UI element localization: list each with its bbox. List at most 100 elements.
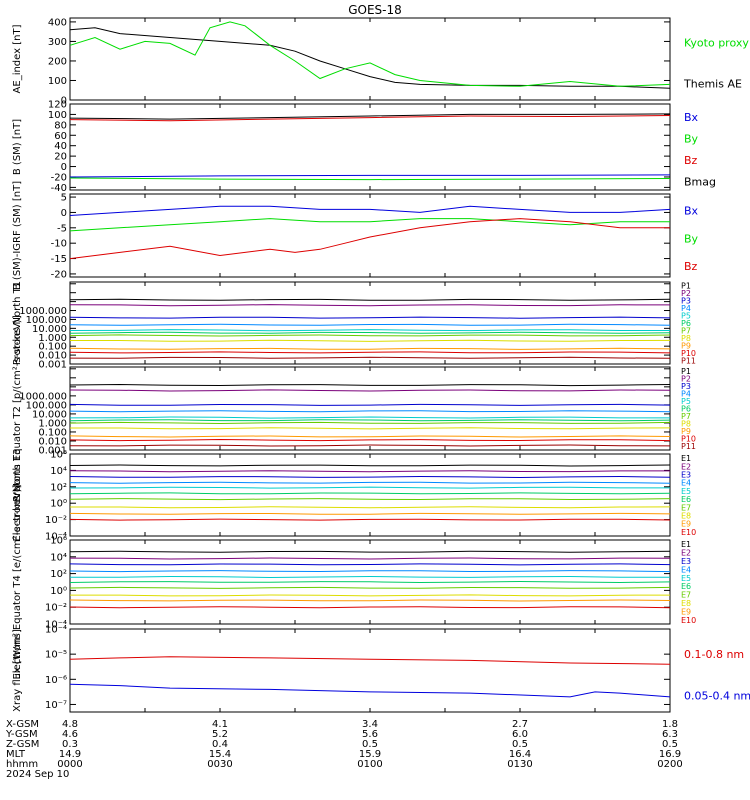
- y-tick-label: 0.010: [38, 351, 67, 362]
- y-tick-label: 300: [48, 37, 67, 48]
- legend-entry: E5: [681, 574, 691, 583]
- legend-entry: Bz: [684, 154, 698, 167]
- channel-line-E9: [69, 599, 671, 602]
- panel-pt2: 0.0010.0100.1001.00010.000100.0001000.00…: [12, 315, 696, 502]
- y-tick-label: 0: [61, 96, 67, 107]
- legend-entry: P8: [681, 334, 691, 343]
- legend-entry: P10: [681, 349, 696, 358]
- channel-line-P4: [69, 410, 671, 413]
- legend-entry: E5: [681, 487, 691, 496]
- legend-entry: E9: [681, 520, 691, 529]
- ephemeris-value: 6.3: [662, 729, 678, 740]
- channel-line-P10: [69, 351, 671, 354]
- legend-entry: P9: [681, 427, 691, 436]
- channel-line-E10: [69, 606, 671, 609]
- channel-line-P11: [69, 444, 671, 447]
- legend-entry: 0.05-0.4 nm: [684, 689, 750, 702]
- series-line-blue: [69, 205, 671, 216]
- y-tick-label: 10⁰: [50, 499, 67, 510]
- channel-line-E7: [69, 586, 671, 589]
- y-tick-label: 10⁻⁴: [45, 625, 67, 636]
- ephemeris-value: 4.6: [62, 729, 78, 740]
- y-tick-label: 10⁻⁷: [45, 700, 67, 711]
- legend-entry: E4: [681, 565, 691, 574]
- ephemeris-label: hhmm: [6, 759, 38, 770]
- legend-entry: E3: [681, 471, 691, 480]
- ephemeris-value: 16.4: [509, 749, 531, 760]
- legend-entry: P4: [681, 389, 691, 398]
- ephemeris-value: 0200: [657, 759, 682, 770]
- y-tick-label: 1000.000: [19, 391, 67, 402]
- y-tick-label: 40: [54, 141, 67, 152]
- legend-entry: Bz: [684, 260, 698, 273]
- ephemeris-value: 0130: [507, 759, 532, 770]
- channel-line-E8: [70, 594, 671, 597]
- y-tick-label: 1.000: [38, 333, 67, 344]
- y-tick-label: 10.000: [32, 409, 67, 420]
- series-line-red: [69, 115, 671, 122]
- y-tick-label: 10.000: [32, 324, 67, 335]
- series-line-red: [69, 218, 670, 260]
- series-line-black: [69, 113, 671, 120]
- legend-entry: Bx: [684, 205, 699, 218]
- series-line-black: [69, 27, 671, 89]
- series-line-green: [69, 21, 671, 87]
- y-tick-label: 120: [48, 100, 67, 111]
- legend-entry: By: [684, 232, 699, 245]
- channel-line-E1: [69, 550, 671, 553]
- ephemeris-value: 4.8: [62, 719, 78, 730]
- y-tick-label: 5: [61, 193, 67, 204]
- y-tick-label: 10⁻⁵: [45, 650, 67, 661]
- panel-xray: 10⁻⁷ 10⁻⁶ 10⁻⁵ 10⁻⁴ Xray flux [W/m²] 0.1-0.8 …: [12, 625, 750, 713]
- legend-entry: E6: [681, 582, 691, 591]
- ephemeris-value: 4.1: [212, 719, 228, 730]
- legend-entry: P5: [681, 312, 691, 321]
- legend-entry: P7: [681, 326, 691, 335]
- legend-entry: P10: [681, 435, 696, 444]
- channel-line-P4: [69, 323, 671, 326]
- y-tick-label: -20: [51, 172, 67, 183]
- ephemeris-value: 15.9: [359, 749, 381, 760]
- y-tick-label: 1000.000: [19, 306, 67, 317]
- legend-entry: 0.1-0.8 nm: [684, 648, 744, 661]
- y-tick-label: -15: [51, 254, 67, 265]
- channel-line-P3: [69, 403, 671, 406]
- y-axis-label: AE_index [nT]: [12, 24, 23, 93]
- legend-entry: P1: [681, 282, 691, 291]
- ephemeris-value: 3.4: [362, 719, 378, 730]
- y-tick-label: 10⁻²: [45, 603, 67, 614]
- channel-line-E8: [70, 506, 671, 509]
- ephemeris-value: 0100: [357, 759, 382, 770]
- channel-line-P10: [69, 438, 671, 442]
- panel-ae: 0 100 200 300 400 AE_index [nT] Kyoto proxy AE…: [12, 17, 750, 106]
- ephemeris-value: 0.5: [362, 739, 378, 750]
- legend-entry: P11: [681, 356, 696, 365]
- ephemeris-value: 0.4: [212, 739, 228, 750]
- date-label: 2024 Sep 10: [6, 769, 69, 780]
- y-tick-label: 1.000: [38, 418, 67, 429]
- y-tick-label: 100.000: [26, 400, 67, 411]
- series-line-blue: [69, 174, 671, 178]
- y-tick-label: 10²: [50, 482, 67, 493]
- legend-entry: E10: [681, 616, 696, 625]
- channel-line-P6: [69, 331, 671, 334]
- channel-line-P2: [69, 304, 671, 307]
- panel-frame: [69, 366, 671, 451]
- y-tick-label: 10⁻⁶: [45, 675, 67, 686]
- y-tick-label: 0.001: [38, 360, 67, 371]
- legend-entry: Kyoto proxy AE: [684, 37, 750, 50]
- legend-entry: Bx: [684, 111, 699, 124]
- legend-entry: P3: [681, 382, 691, 391]
- ephemeris-value: 5.6: [362, 729, 378, 740]
- ephemeris-value: 0.5: [512, 739, 528, 750]
- channel-line-E3: [69, 563, 671, 566]
- channel-line-P7: [69, 421, 671, 425]
- channel-line-E1: [69, 464, 671, 467]
- channel-line-P5: [69, 329, 670, 332]
- y-tick-label: 10⁶: [50, 536, 67, 547]
- y-tick-label: -20: [51, 269, 67, 280]
- ephemeris-value: 0.5: [662, 739, 678, 750]
- panel-pt1: 0.0010.0100.1001.00010.000100.0001000.00…: [12, 281, 696, 371]
- legend-entry: E8: [681, 599, 691, 608]
- legend-entry: P7: [681, 412, 691, 421]
